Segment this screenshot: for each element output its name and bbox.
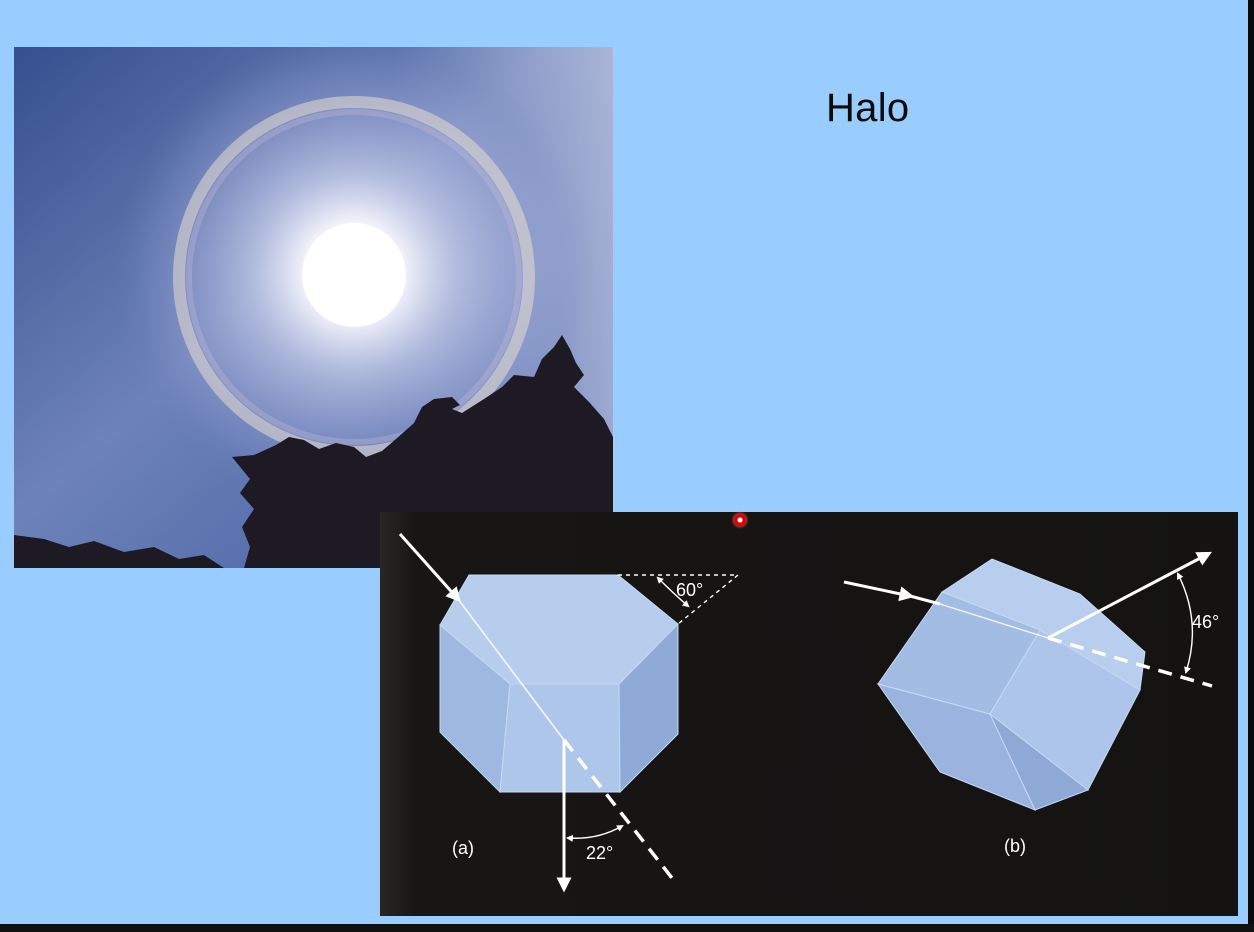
crystal-a (439, 574, 679, 794)
window-edge-bottom (0, 924, 1254, 932)
photo-sun (302, 223, 406, 327)
ice-crystal-diagram: 60° 22° (a) 46° (b) (380, 512, 1238, 916)
photo-halo-ring-inner (186, 109, 522, 445)
rays-b (843, 551, 1213, 688)
angle-label-46: 46° (1192, 612, 1219, 632)
panel-label-a: (a) (452, 838, 474, 858)
angle-label-60: 60° (676, 580, 703, 600)
rays-a (398, 533, 739, 893)
halo-photo (14, 47, 613, 568)
laser-pointer-cursor (731, 511, 749, 529)
panel-label-b: (b) (1004, 836, 1026, 856)
angle-label-22: 22° (586, 843, 613, 863)
window-edge-right (1248, 0, 1254, 932)
slide-title: Halo (826, 86, 910, 130)
